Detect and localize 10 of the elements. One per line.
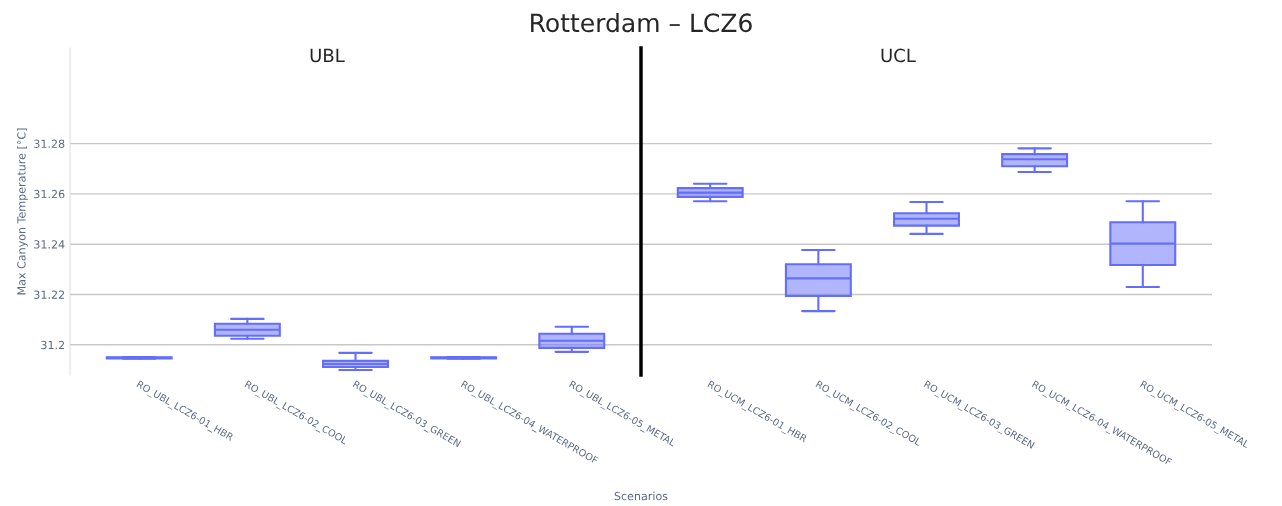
y-axis-title: Max Canyon Temperature [°C] bbox=[17, 128, 28, 295]
chart-subtitle: UBL bbox=[310, 48, 345, 63]
chart-title: Rotterdam – LCZ6 bbox=[531, 12, 752, 33]
chart-subtitle: UCL bbox=[881, 48, 916, 63]
y-tick-label: 31.24 bbox=[34, 240, 65, 249]
y-tick-label: 31.28 bbox=[34, 139, 65, 148]
x-axis-title: Scenarios bbox=[614, 491, 668, 501]
y-tick-label: 31.22 bbox=[34, 290, 65, 299]
y-tick-label: 31.26 bbox=[34, 189, 65, 199]
y-tick-label: 31.2 bbox=[41, 340, 65, 350]
